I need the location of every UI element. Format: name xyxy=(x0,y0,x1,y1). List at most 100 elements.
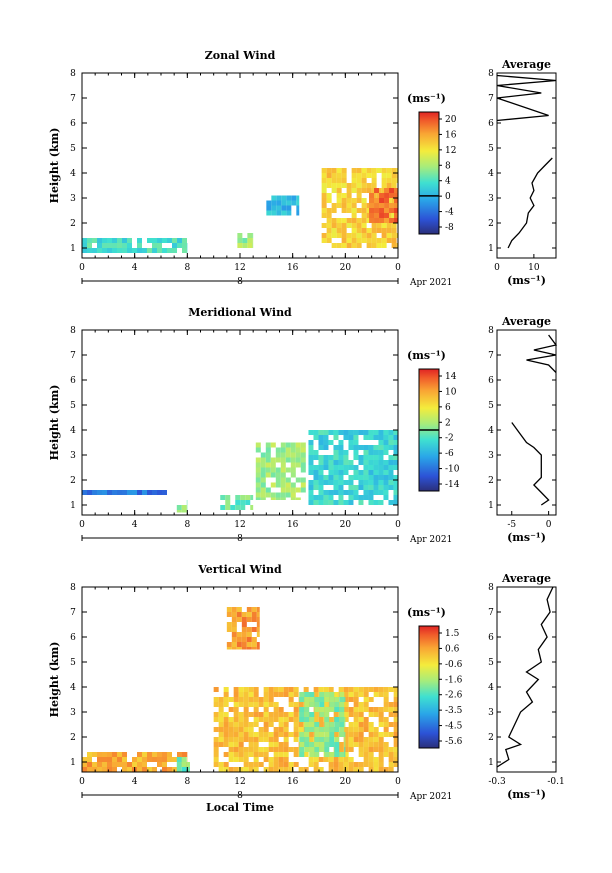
heatmap-cell xyxy=(338,762,344,767)
heatmap-cell xyxy=(323,475,329,480)
heatmap-cell xyxy=(308,732,314,737)
heatmap-cell xyxy=(378,752,384,757)
heatmap-cell xyxy=(326,208,332,213)
heatmap-cell xyxy=(324,697,330,702)
heatmap-cell xyxy=(241,637,247,642)
heatmap-cell xyxy=(295,442,301,448)
heatmap-cell xyxy=(318,757,324,762)
profile-unit: (ms⁻¹) xyxy=(507,274,546,287)
heatmap-cell xyxy=(102,762,107,767)
heatmap-cell xyxy=(231,617,237,622)
heatmap-cell xyxy=(253,692,259,697)
heatmap-cell xyxy=(346,223,352,228)
heatmap-cell xyxy=(182,248,187,253)
heatmap-cell xyxy=(258,697,264,702)
heatmap-cell xyxy=(167,248,172,253)
heatmap-cell xyxy=(383,475,389,480)
heatmap-cell xyxy=(112,238,117,243)
heatmap-cell xyxy=(333,475,339,480)
heatmap-cell xyxy=(393,712,398,717)
heatmap-cell xyxy=(358,485,364,490)
heatmap-cell xyxy=(351,188,357,193)
heatmap-cell xyxy=(107,767,112,772)
heatmap-cell xyxy=(326,228,332,233)
heatmap-cell xyxy=(233,687,239,692)
profile-y-tick-label: 6 xyxy=(488,376,494,386)
heatmap-cell xyxy=(333,767,339,772)
heatmap-cell xyxy=(353,445,359,450)
heatmap-cell xyxy=(378,692,384,697)
heatmap-cell xyxy=(338,470,344,475)
heatmap-cell xyxy=(308,500,314,505)
heatmap-cell xyxy=(343,757,349,762)
heatmap-cell xyxy=(358,762,364,767)
heatmap-cell xyxy=(268,722,274,727)
heatmap-cell xyxy=(348,737,354,742)
heatmap-cell xyxy=(371,228,377,233)
heatmap-cell xyxy=(233,742,239,747)
heatmap-cell xyxy=(326,173,332,178)
heatmap-cell xyxy=(366,228,372,233)
heatmap-cell xyxy=(331,208,337,213)
heatmap-cell xyxy=(213,712,219,717)
heatmap-cell xyxy=(343,455,349,460)
heatmap-cell xyxy=(226,612,232,617)
heatmap-cell xyxy=(137,248,142,253)
heatmap-cell xyxy=(329,752,335,757)
heatmap-cell xyxy=(253,747,259,752)
heatmap-cell xyxy=(288,697,294,702)
heatmap-cell xyxy=(290,482,296,488)
heatmap-cell xyxy=(348,707,354,712)
heatmap-cell xyxy=(363,485,369,490)
heatmap-cell xyxy=(167,757,172,762)
heatmap-cell xyxy=(241,612,247,617)
heatmap-cell xyxy=(87,752,92,757)
heatmap-cell xyxy=(300,447,306,453)
heatmap-cell xyxy=(341,168,347,173)
heatmap-cell xyxy=(293,702,299,707)
heatmap-cell xyxy=(213,702,219,707)
heatmap-cell xyxy=(235,505,241,510)
heatmap-cell xyxy=(361,178,367,183)
heatmap-cell xyxy=(326,178,332,183)
heatmap-cell xyxy=(323,435,329,440)
heatmap-cell xyxy=(260,452,266,458)
heatmap-cell xyxy=(247,233,253,238)
heatmap-cell xyxy=(142,752,147,757)
heatmap-cell xyxy=(376,243,382,248)
heatmap-cell xyxy=(356,168,362,173)
colorbar-tick-label: 14 xyxy=(445,372,457,382)
heatmap-cell xyxy=(378,707,384,712)
heatmap-cell xyxy=(329,727,335,732)
heatmap-cell xyxy=(248,762,254,767)
heatmap-cell xyxy=(107,248,112,253)
heatmap-cell xyxy=(186,500,188,505)
heatmap-cell xyxy=(331,203,337,208)
heatmap-cell xyxy=(363,747,369,752)
colorbar-tick-label: 6 xyxy=(445,403,451,413)
heatmap-cell xyxy=(152,757,157,762)
heatmap-cell xyxy=(388,702,394,707)
heatmap-cell xyxy=(295,447,301,453)
heatmap-cell xyxy=(250,495,254,500)
heatmap-cell xyxy=(318,445,324,450)
heatmap-cell xyxy=(218,727,224,732)
heatmap-cell xyxy=(338,742,344,747)
colorbar-tick-label: 20 xyxy=(445,115,457,125)
heatmap-cell xyxy=(321,213,327,218)
heatmap-cell xyxy=(142,767,147,772)
heatmap-cell xyxy=(248,692,254,697)
heatmap-cell xyxy=(127,490,132,495)
heatmap-cell xyxy=(374,203,380,208)
profile-y-tick-label: 3 xyxy=(488,194,494,204)
heatmap-cell xyxy=(225,495,231,500)
heatmap-cell xyxy=(288,762,294,767)
heatmap-cell xyxy=(309,752,315,757)
y-tick-label: 7 xyxy=(70,351,76,361)
profile-y-tick-label: 4 xyxy=(488,426,494,436)
profile-y-tick-label: 3 xyxy=(488,451,494,461)
heatmap-cell xyxy=(142,490,147,495)
heatmap-cell xyxy=(102,757,107,762)
heatmap-cell xyxy=(92,752,97,757)
heatmap-cell xyxy=(386,223,392,228)
